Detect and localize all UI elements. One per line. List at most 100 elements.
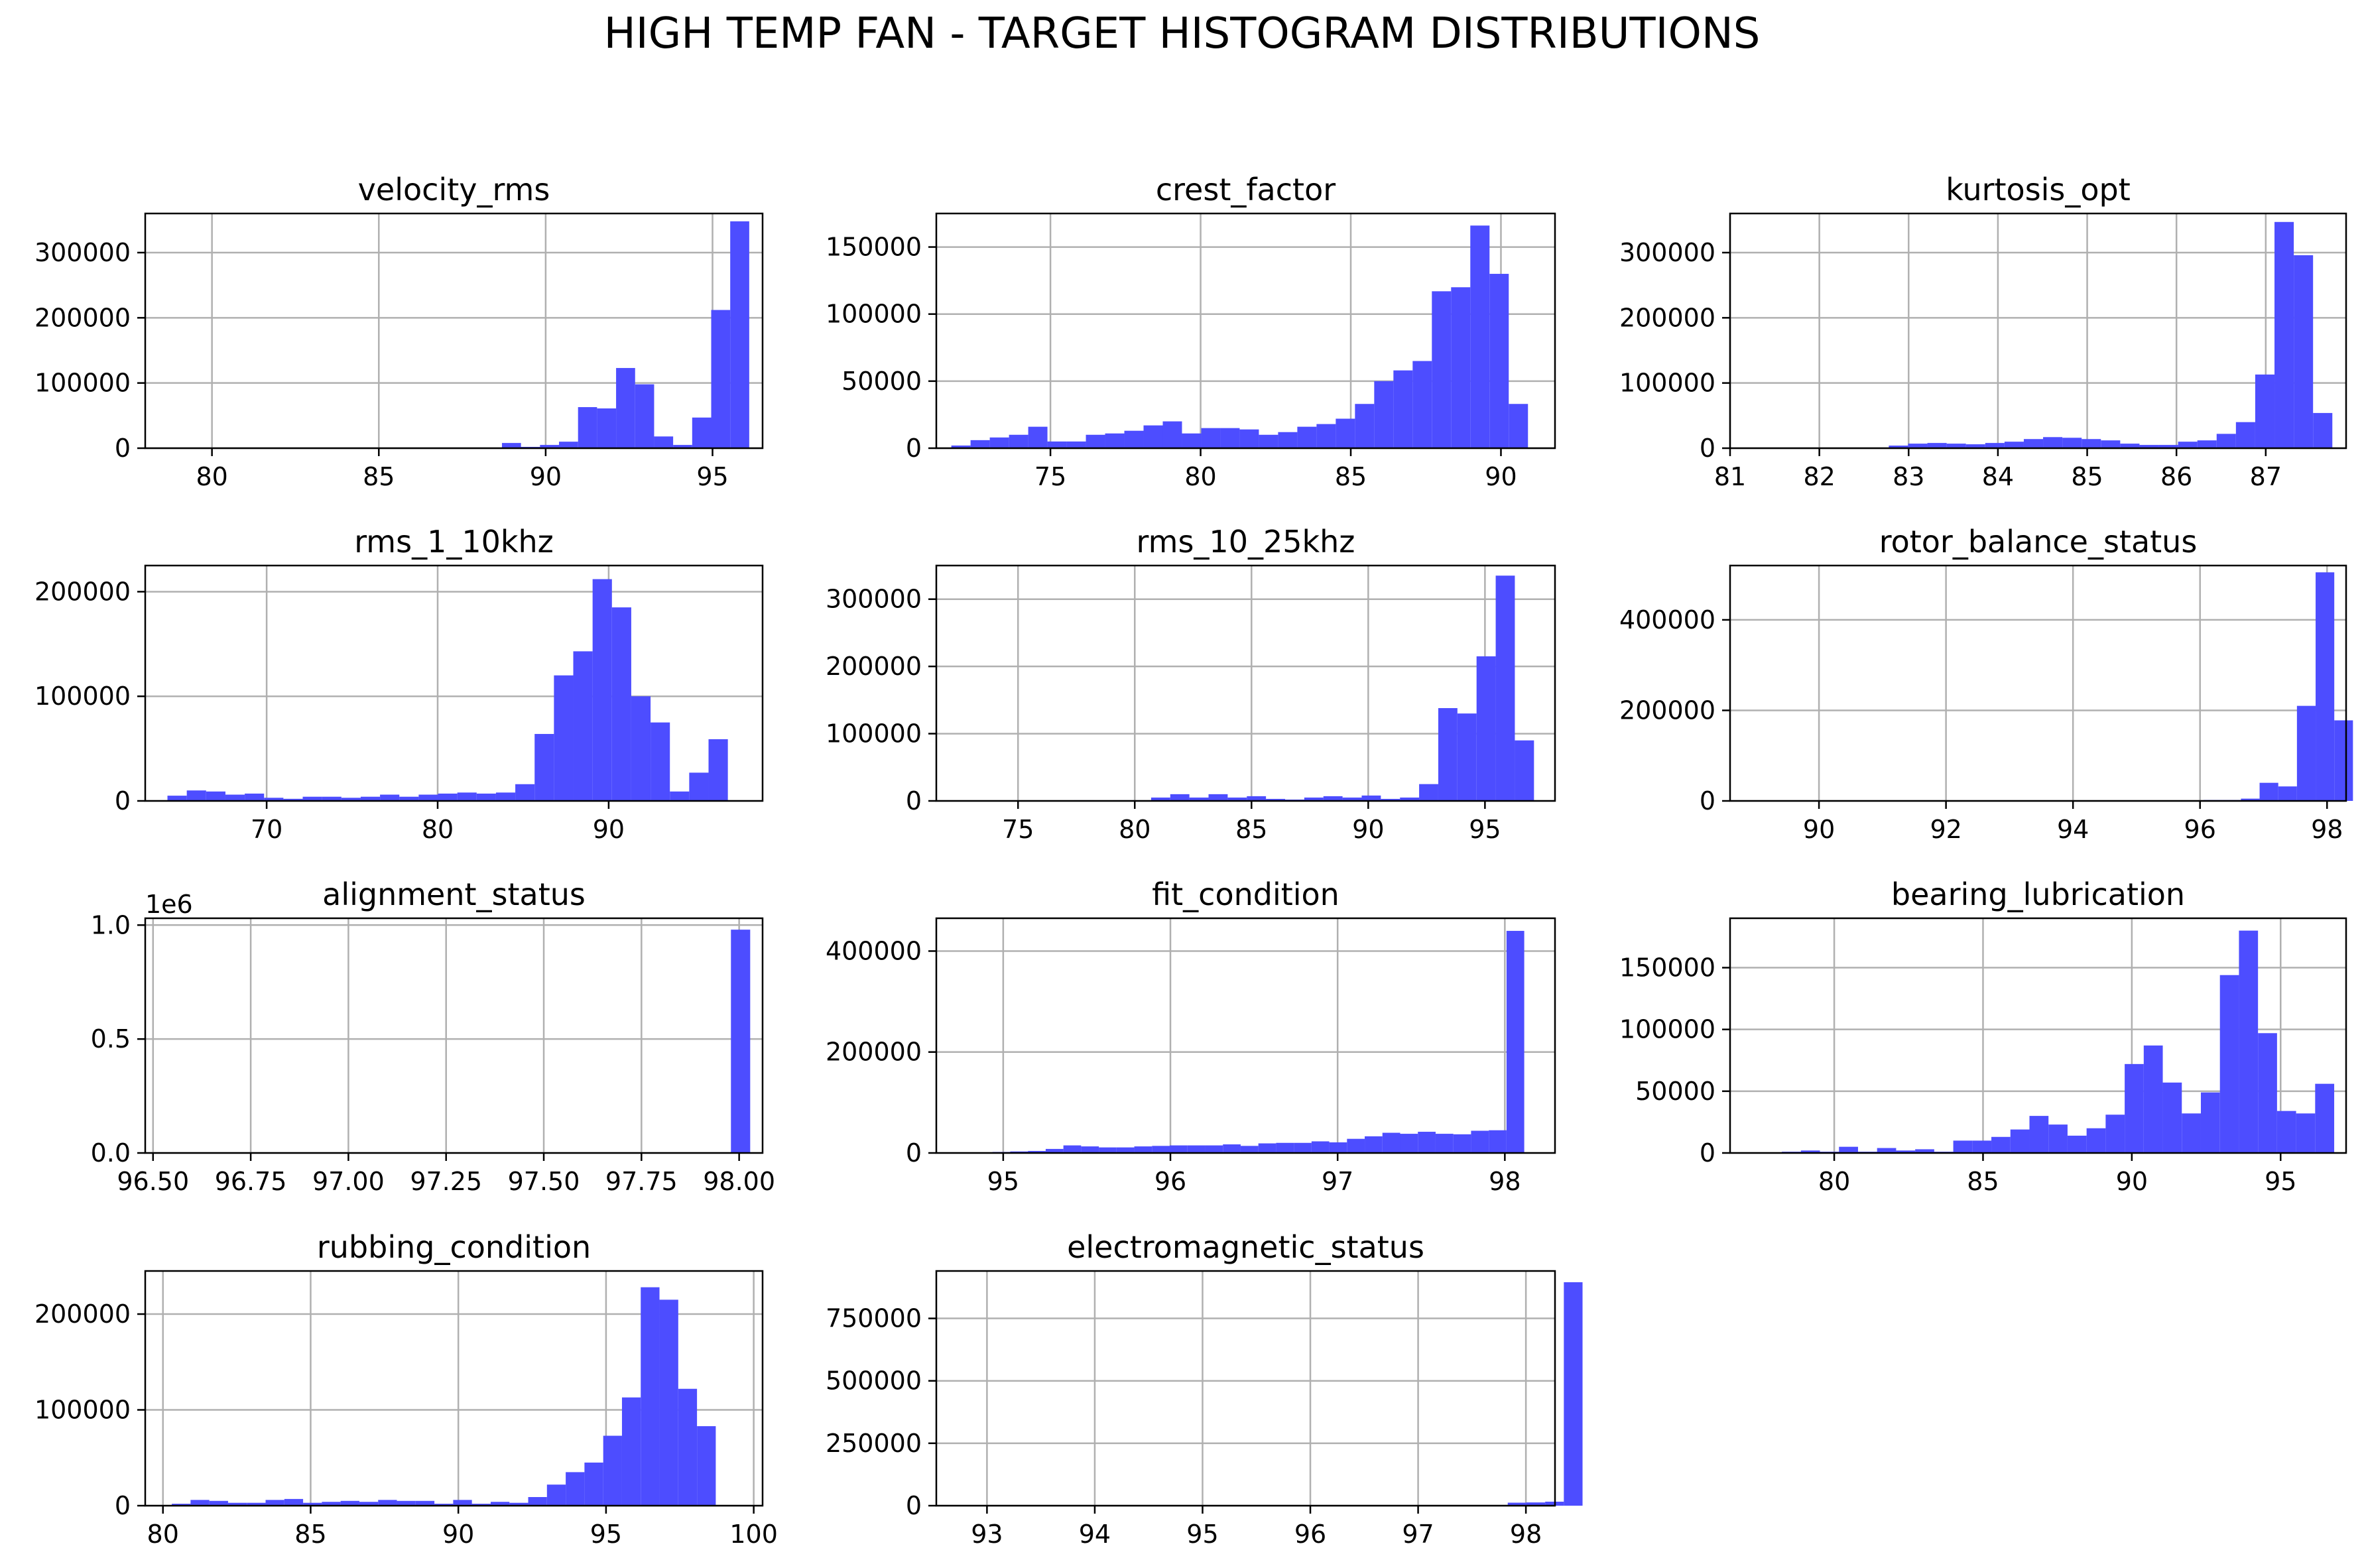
histogram-panel: rms_1_10khz 70 80 90 0 100000 200000 bbox=[34, 524, 764, 844]
histogram-bar bbox=[1258, 1143, 1276, 1153]
histogram-bar bbox=[471, 1504, 491, 1506]
histogram-bar bbox=[1564, 1282, 1583, 1506]
histogram-bar bbox=[1323, 796, 1343, 801]
histogram-bar bbox=[1063, 1145, 1082, 1153]
x-tick-label: 90 bbox=[1352, 815, 1384, 844]
x-tick-label: 96 bbox=[2184, 815, 2216, 844]
histogram-bar bbox=[359, 1502, 379, 1506]
histogram-bar bbox=[2239, 930, 2259, 1153]
histogram-bar bbox=[578, 407, 597, 448]
axes-frame bbox=[935, 917, 1556, 1154]
axes-frame bbox=[144, 917, 764, 1154]
x-tick-label: 82 bbox=[1803, 462, 1835, 491]
histogram-bar bbox=[1045, 1148, 1064, 1153]
histogram-bar bbox=[1066, 441, 1086, 448]
histogram-bar bbox=[2276, 1111, 2296, 1153]
histogram-bar bbox=[453, 1500, 472, 1506]
histogram-bar bbox=[415, 1500, 435, 1506]
y-tick-label: 0 bbox=[115, 434, 131, 463]
histogram-bar bbox=[1471, 1130, 1489, 1153]
histogram-bar bbox=[592, 579, 612, 801]
x-tick-label: 98.00 bbox=[703, 1167, 775, 1196]
x-tick-label: 80 bbox=[422, 815, 454, 844]
histogram-bar bbox=[360, 796, 381, 801]
y-tick-label: 0 bbox=[906, 1491, 922, 1520]
x-tick-label: 100 bbox=[729, 1520, 778, 1549]
histogram-bar bbox=[2334, 720, 2353, 801]
histogram-bar bbox=[303, 1502, 322, 1506]
histogram-bar bbox=[209, 1500, 228, 1506]
histogram-bar bbox=[397, 1500, 416, 1506]
histogram-bar bbox=[2067, 1135, 2087, 1153]
histogram-bar bbox=[951, 445, 971, 448]
y-tick-label: 0 bbox=[906, 434, 922, 463]
histogram-bar bbox=[501, 443, 521, 448]
histogram-bar bbox=[1266, 798, 1286, 801]
histogram-bar bbox=[1991, 1136, 2011, 1153]
histogram-bar bbox=[584, 1462, 603, 1506]
x-tick-label: 94 bbox=[2057, 815, 2089, 844]
x-tick-label: 81 bbox=[1714, 462, 1746, 491]
histogram-bar bbox=[1329, 1142, 1347, 1153]
histogram-bar bbox=[265, 1500, 284, 1506]
histogram-panel: velocity_rms 80 85 90 95 0 100000 200000 300000 bbox=[34, 172, 764, 491]
y-tick-label: 50000 bbox=[841, 367, 922, 396]
histogram-bar bbox=[2029, 1116, 2049, 1153]
histogram-panel: rubbing_condition 80 85 90 95 100 0 100000 20000… bbox=[34, 1229, 778, 1549]
x-tick-label: 90 bbox=[442, 1520, 474, 1549]
histogram-bar bbox=[603, 1435, 622, 1506]
y-tick-label: 250000 bbox=[826, 1429, 922, 1458]
histogram-bar bbox=[225, 794, 245, 801]
histogram-bar bbox=[1896, 1150, 1916, 1153]
x-tick-label: 85 bbox=[1335, 462, 1367, 491]
histogram-bar bbox=[670, 791, 690, 801]
x-tick-label: 90 bbox=[593, 815, 625, 844]
panel-title: crest_factor bbox=[1156, 172, 1336, 208]
histogram-bar bbox=[1009, 434, 1028, 448]
histogram-bar bbox=[2294, 255, 2314, 448]
histogram-bar bbox=[1081, 1146, 1099, 1153]
axes-frame bbox=[935, 564, 1556, 802]
x-tick-label: 95 bbox=[696, 462, 728, 491]
histogram-bar bbox=[2101, 440, 2121, 448]
axes-frame bbox=[1729, 917, 2347, 1154]
histogram-bar bbox=[1400, 1134, 1418, 1153]
histogram-bar bbox=[227, 1502, 247, 1506]
x-tick-label: 85 bbox=[1235, 815, 1267, 844]
histogram-bar bbox=[434, 1504, 454, 1506]
x-tick-label: 95 bbox=[590, 1520, 622, 1549]
histogram-bar bbox=[206, 791, 225, 801]
histogram-bar bbox=[1374, 381, 1394, 448]
y-tick-label: 0 bbox=[115, 1491, 131, 1520]
histogram-bar bbox=[1170, 794, 1190, 801]
x-tick-label: 85 bbox=[294, 1520, 326, 1549]
histogram-bar bbox=[1495, 575, 1515, 801]
histogram-bar bbox=[245, 793, 265, 801]
histogram-bar bbox=[1435, 1134, 1454, 1153]
x-tick-label: 75 bbox=[1002, 815, 1034, 844]
x-tick-label: 98 bbox=[1489, 1167, 1521, 1196]
histogram-bar bbox=[1201, 428, 1221, 448]
histogram-bar bbox=[2125, 1063, 2144, 1153]
histogram-bar bbox=[2316, 572, 2335, 801]
histogram-bar bbox=[2219, 975, 2239, 1153]
histogram-bar bbox=[1382, 1132, 1400, 1153]
histogram-bar bbox=[1143, 425, 1163, 448]
panel-title: electromagnetic_status bbox=[1067, 1229, 1424, 1265]
histogram-bar bbox=[659, 1299, 678, 1506]
histogram-bar bbox=[490, 1502, 510, 1506]
y-tick-label: 150000 bbox=[1619, 953, 1715, 983]
histogram-bar bbox=[322, 1502, 341, 1506]
axes-frame bbox=[144, 212, 764, 450]
histogram-bar bbox=[322, 796, 342, 801]
histogram-bar bbox=[1116, 1147, 1135, 1153]
histogram-bar bbox=[697, 1426, 716, 1506]
histogram-bar bbox=[1365, 1136, 1383, 1153]
histogram-bar bbox=[1800, 1150, 1820, 1153]
y-tick-label: 400000 bbox=[1619, 605, 1715, 634]
histogram-bar bbox=[1297, 426, 1317, 448]
histogram-bar bbox=[2258, 1033, 2277, 1153]
panel-title: fit_condition bbox=[1152, 876, 1339, 912]
histogram-bar bbox=[1134, 1146, 1152, 1153]
histogram-bar bbox=[2023, 439, 2044, 448]
